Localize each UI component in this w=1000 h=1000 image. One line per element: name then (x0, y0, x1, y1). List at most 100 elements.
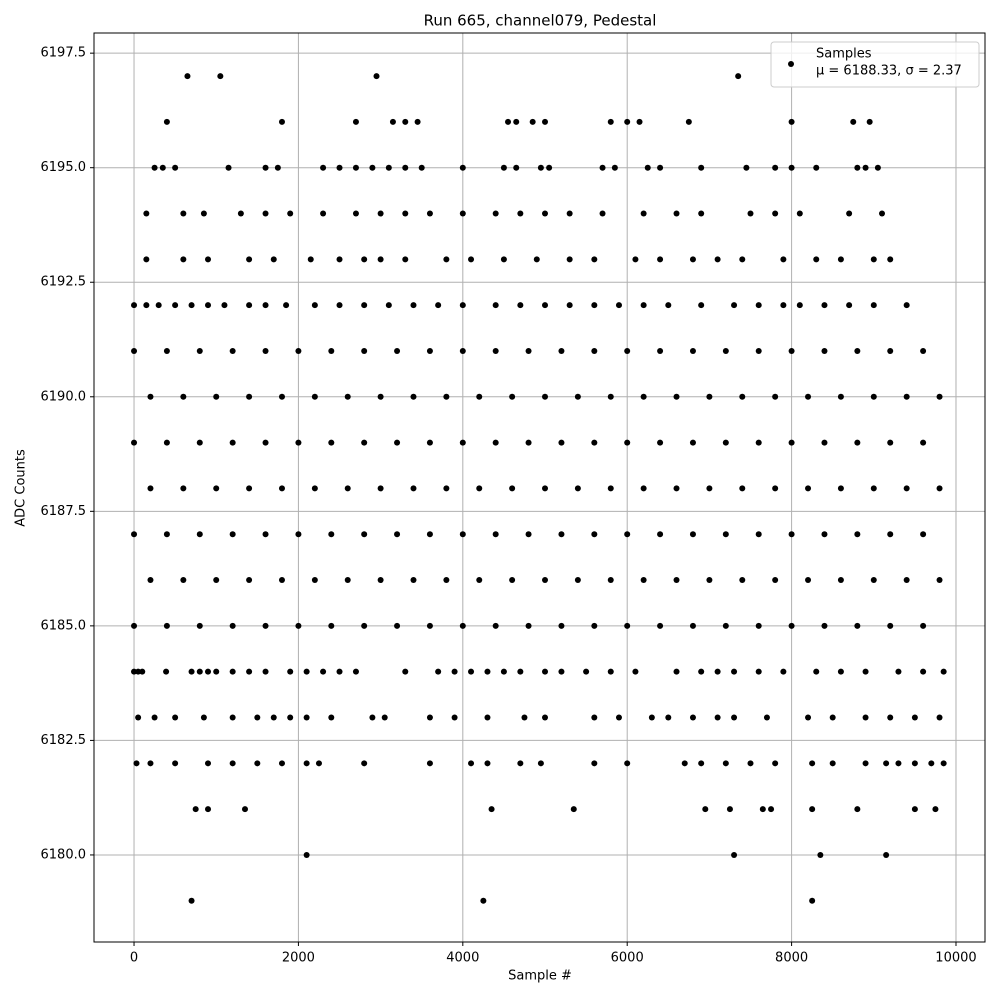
point (196, 347, 203, 354)
point (307, 256, 314, 263)
point (788, 622, 795, 629)
point (147, 760, 154, 767)
point (755, 347, 762, 354)
x-tick-label: 6000 (611, 951, 644, 966)
point (521, 714, 528, 721)
point (451, 714, 458, 721)
point (542, 118, 549, 125)
point (928, 760, 935, 767)
point (685, 118, 692, 125)
point (657, 439, 664, 446)
point (328, 714, 335, 721)
point (287, 668, 294, 675)
point (133, 760, 140, 767)
point (866, 118, 873, 125)
point (262, 668, 269, 675)
point (903, 393, 910, 400)
point (468, 760, 475, 767)
point (772, 164, 779, 171)
point (607, 485, 614, 492)
point (854, 439, 861, 446)
point (874, 164, 881, 171)
point (591, 302, 598, 309)
point (435, 668, 442, 675)
point (488, 806, 495, 813)
point (763, 714, 770, 721)
point (459, 347, 466, 354)
point (426, 531, 433, 538)
point (615, 302, 622, 309)
point (320, 210, 327, 217)
point (229, 531, 236, 538)
point (143, 256, 150, 263)
point (657, 256, 664, 263)
point (336, 668, 343, 675)
point (143, 210, 150, 217)
point (788, 531, 795, 538)
point (213, 577, 220, 584)
point (870, 302, 877, 309)
point (402, 668, 409, 675)
point (492, 210, 499, 217)
point (476, 393, 483, 400)
chart-title: Run 665, channel079, Pedestal (424, 12, 657, 30)
point (426, 347, 433, 354)
point (315, 760, 322, 767)
point (287, 210, 294, 217)
point (788, 347, 795, 354)
point (295, 439, 302, 446)
point (542, 485, 549, 492)
point (352, 164, 359, 171)
point (932, 806, 939, 813)
point (163, 439, 170, 446)
point (492, 347, 499, 354)
point (673, 210, 680, 217)
point (591, 622, 598, 629)
point (303, 714, 310, 721)
point (837, 393, 844, 400)
point (747, 210, 754, 217)
point (870, 256, 877, 263)
point (246, 393, 253, 400)
point (426, 760, 433, 767)
point (352, 118, 359, 125)
point (714, 714, 721, 721)
point (574, 393, 581, 400)
point (414, 118, 421, 125)
point (361, 439, 368, 446)
point (131, 439, 138, 446)
point (377, 210, 384, 217)
point (809, 806, 816, 813)
point (574, 577, 581, 584)
point (200, 210, 207, 217)
point (624, 118, 631, 125)
point (394, 531, 401, 538)
point (517, 760, 524, 767)
point (163, 118, 170, 125)
point (936, 393, 943, 400)
point (870, 577, 877, 584)
point (772, 393, 779, 400)
point (172, 760, 179, 767)
point (640, 393, 647, 400)
x-tick-label: 4000 (446, 951, 479, 966)
point (837, 668, 844, 675)
point (394, 622, 401, 629)
point (743, 164, 750, 171)
point (525, 622, 532, 629)
point (311, 485, 318, 492)
point (459, 531, 466, 538)
point (131, 302, 138, 309)
point (673, 393, 680, 400)
point (278, 393, 285, 400)
point (714, 668, 721, 675)
point (513, 118, 520, 125)
point (829, 760, 836, 767)
point (517, 210, 524, 217)
point (270, 256, 277, 263)
point (542, 668, 549, 675)
point (443, 393, 450, 400)
point (940, 668, 947, 675)
point (599, 210, 606, 217)
